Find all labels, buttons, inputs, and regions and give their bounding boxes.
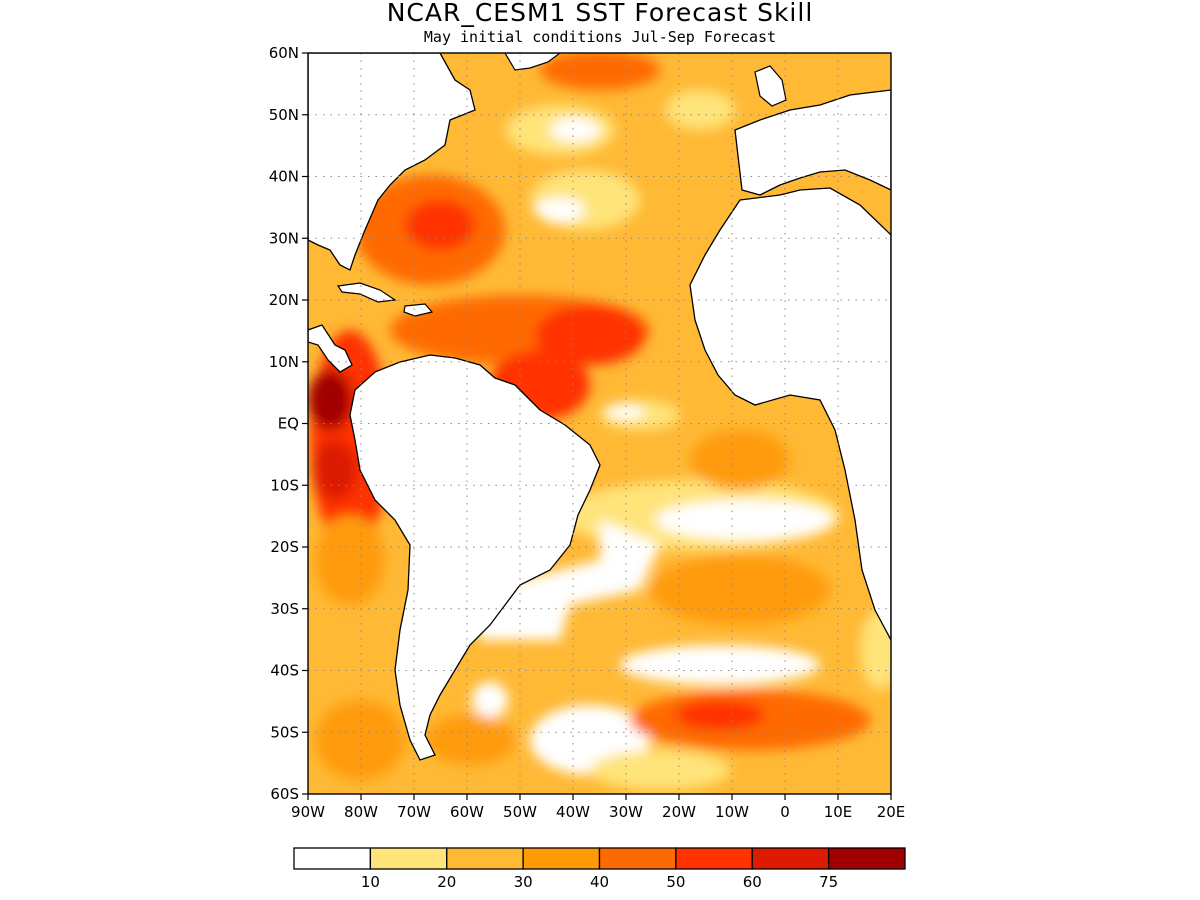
axis-ticks: 60N 50N 40N 30N 20N 10N EQ 10S 20S 30S 40S 50S 60S90… <box>269 44 906 821</box>
lat-label: 20N <box>269 291 299 309</box>
colorbar-tick-label: 30 <box>514 873 533 891</box>
lat-label: 20S <box>270 538 299 556</box>
lat-label: 30S <box>270 600 299 618</box>
colorbar-bin <box>293 847 372 870</box>
colorbar-bin <box>598 847 677 870</box>
lat-label: EQ <box>278 415 299 433</box>
lon-label: 70W <box>397 803 431 821</box>
lon-label: 10W <box>715 803 749 821</box>
colorbar-bin <box>675 847 753 870</box>
lon-label: 60W <box>450 803 484 821</box>
europe-land <box>734 89 891 196</box>
lon-label: 80W <box>344 803 378 821</box>
lat-label: 50S <box>270 723 299 741</box>
lat-label: 10S <box>270 476 299 494</box>
central-america-land <box>308 324 353 373</box>
africa-land <box>689 187 891 641</box>
colorbar-tick-label: 75 <box>819 873 838 891</box>
lon-label: 0 <box>780 803 790 821</box>
lon-label: 50W <box>503 803 537 821</box>
lon-label: 90W <box>291 803 325 821</box>
lat-label: 40N <box>269 168 299 186</box>
greenland-land <box>504 53 561 71</box>
north-america-land <box>308 53 476 271</box>
lon-label: 40W <box>556 803 590 821</box>
lat-label: 10N <box>269 353 299 371</box>
colorbar-tick-label: 20 <box>437 873 456 891</box>
colorbar: 10 20 30 40 50 60 75 <box>293 847 906 891</box>
colorbar-bin <box>369 847 448 870</box>
cuba-island <box>336 282 397 303</box>
lat-label: 60N <box>269 44 299 62</box>
lat-label: 50N <box>269 106 299 124</box>
lat-label: 40S <box>270 662 299 680</box>
map-title: NCAR_CESM1 SST Forecast Skill <box>386 0 814 27</box>
colorbar-tick-label: 50 <box>666 873 685 891</box>
lon-label: 30W <box>609 803 643 821</box>
lon-label: 20E <box>877 803 906 821</box>
colorbar-tick-label: 10 <box>361 873 380 891</box>
lat-label: 60S <box>270 785 299 803</box>
south-america-land <box>349 354 601 761</box>
colorbar-bin <box>446 847 524 870</box>
map-subtitle: May initial conditions Jul-Sep Forecast <box>423 28 777 46</box>
colorbar-tick-label: 40 <box>590 873 609 891</box>
british-isles <box>754 65 787 107</box>
colorbar-bin <box>827 847 906 870</box>
colorbar-bin <box>522 847 601 870</box>
hispaniola-island <box>403 303 434 317</box>
land-masses <box>308 53 891 761</box>
lon-label: 20W <box>662 803 696 821</box>
lat-label: 30N <box>269 229 299 247</box>
colorbar-tick-label: 60 <box>743 873 762 891</box>
lon-label: 10E <box>824 803 853 821</box>
colorbar-bin <box>751 847 830 870</box>
